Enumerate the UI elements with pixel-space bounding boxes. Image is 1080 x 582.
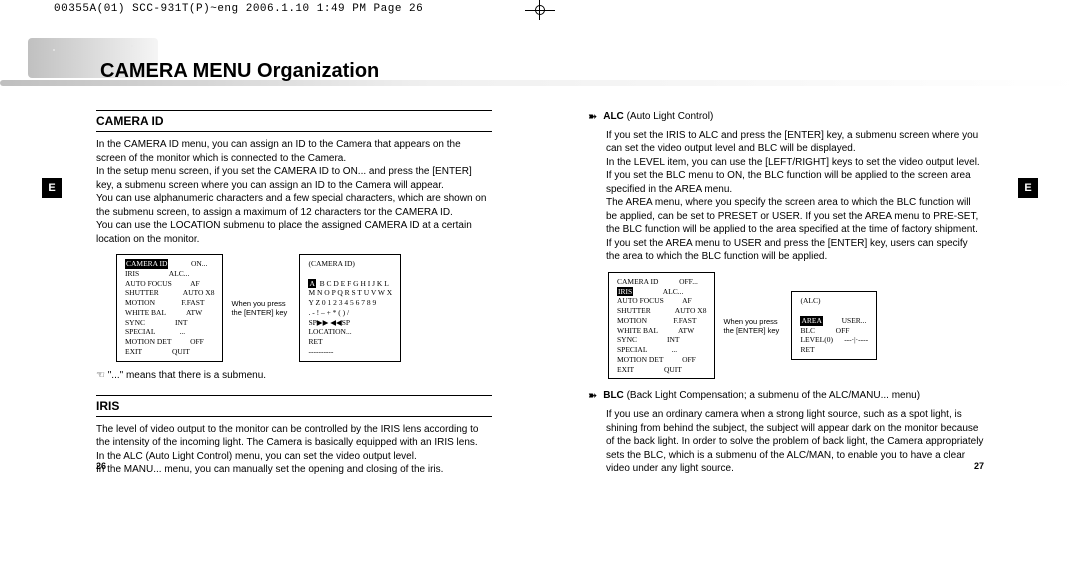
side-tab: E [42, 178, 62, 198]
page-title: CAMERA MENU Organization [100, 60, 379, 83]
menu-box-sub: (CAMERA ID) A B C D E F G H I J K L M N … [299, 254, 401, 362]
section-camera-id-head: CAMERA ID [96, 110, 492, 132]
arrow-caption: When you press the [ENTER] key [723, 317, 783, 335]
section-iris-head: IRIS [96, 395, 492, 417]
blc-heading: ➽ BLC (Back Light Compensation; a submen… [588, 389, 984, 404]
menu-box-sub: (ALC) AREA USER... BLC OFF LEVEL(0) ---·… [791, 291, 877, 360]
menu-box-main: CAMERA ID ON... IRIS ALC... AUTO FOCUS A… [116, 254, 223, 362]
print-header: 00355A(01) SCC-931T(P)~eng 2006.1.10 1:4… [54, 3, 423, 15]
camera-id-menu-pair: CAMERA ID ON... IRIS ALC... AUTO FOCUS A… [116, 254, 492, 362]
submenu-note: ☜ "..." means that there is a submenu. [96, 370, 492, 381]
left-page: E CAMERA ID In the CAMERA ID menu, you c… [0, 110, 540, 483]
blc-body: If you use an ordinary camera when a str… [588, 408, 984, 476]
camera-id-body: In the CAMERA ID menu, you can assign an… [96, 138, 492, 246]
iris-body: The level of video output to the monitor… [96, 423, 492, 477]
blc-label: BLC (Back Light Compensation; a submenu … [603, 389, 920, 404]
alc-heading: ➽ ALC (Auto Light Control) [588, 110, 984, 125]
right-page: E ➽ ALC (Auto Light Control) If you set … [540, 110, 1080, 483]
arrow-caption: When you press the [ENTER] key [231, 299, 291, 317]
iris-menu-pair: CAMERA ID OFF... IRIS ALC... AUTO FOCUS … [608, 272, 984, 380]
alc-label: ALC (Auto Light Control) [603, 110, 713, 125]
arrow-icon: ➽ [588, 110, 597, 125]
side-tab: E [1018, 178, 1038, 198]
page-number: 26 [96, 461, 106, 471]
menu-box-main: CAMERA ID OFF... IRIS ALC... AUTO FOCUS … [608, 272, 715, 380]
page-number: 27 [974, 461, 984, 471]
banner: CAMERA MENU Organization [0, 30, 1080, 90]
arrow-icon: ➽ [588, 389, 597, 404]
alc-body: If you set the IRIS to ALC and press the… [588, 129, 984, 264]
crop-mark [525, 0, 555, 20]
